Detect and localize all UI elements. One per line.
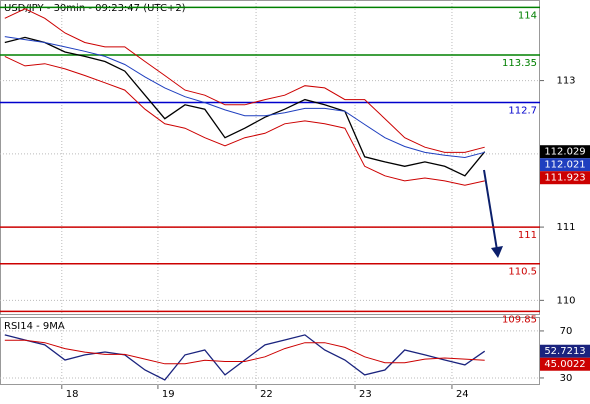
x-tick-label: 18 bbox=[66, 389, 79, 400]
series-line bbox=[4, 8, 485, 153]
price-tag-label: 112.029 bbox=[544, 147, 585, 158]
level-label: 113.35 bbox=[502, 58, 537, 69]
rsi-panel bbox=[0, 317, 540, 385]
chart-title: USD/JPY - 30min - 09:23:47 (UTC+2) bbox=[4, 3, 186, 14]
y-tick-label: 111 bbox=[556, 222, 575, 233]
y-tick-label: 30 bbox=[560, 373, 573, 384]
x-tick-label: 19 bbox=[162, 389, 175, 400]
x-tick-label: 23 bbox=[359, 389, 372, 400]
y-tick-label: 70 bbox=[560, 326, 573, 337]
price-tag bbox=[540, 357, 590, 371]
forecast-arrow-head bbox=[491, 246, 503, 258]
price-tag bbox=[540, 344, 590, 358]
price-tag-label: 111.923 bbox=[544, 173, 585, 184]
x-tick-label: 24 bbox=[456, 389, 469, 400]
price-tag-label: 45.0022 bbox=[544, 359, 585, 370]
series-line bbox=[4, 334, 486, 381]
series-line bbox=[4, 339, 485, 365]
price-tag-label: 52.7213 bbox=[544, 346, 585, 357]
forecast-arrow bbox=[483, 169, 498, 251]
level-label: 109.85 bbox=[502, 314, 537, 325]
series-line bbox=[4, 36, 485, 159]
series-line bbox=[4, 55, 485, 186]
x-tick-label: 22 bbox=[260, 389, 273, 400]
series-line bbox=[4, 36, 486, 177]
level-label: 110.5 bbox=[508, 267, 537, 278]
level-label: 114 bbox=[518, 10, 537, 21]
y-tick-label: 110 bbox=[556, 295, 575, 306]
level-label: 112.7 bbox=[508, 106, 537, 117]
price-tag bbox=[540, 158, 590, 172]
price-tag bbox=[540, 145, 590, 159]
price-panel bbox=[0, 0, 540, 315]
level-label: 111 bbox=[518, 230, 537, 241]
price-tag bbox=[540, 171, 590, 185]
price-tag-label: 112.021 bbox=[544, 160, 585, 171]
rsi-title: RSI14 - 9MA bbox=[4, 321, 65, 332]
y-tick-label: 113 bbox=[556, 76, 575, 87]
